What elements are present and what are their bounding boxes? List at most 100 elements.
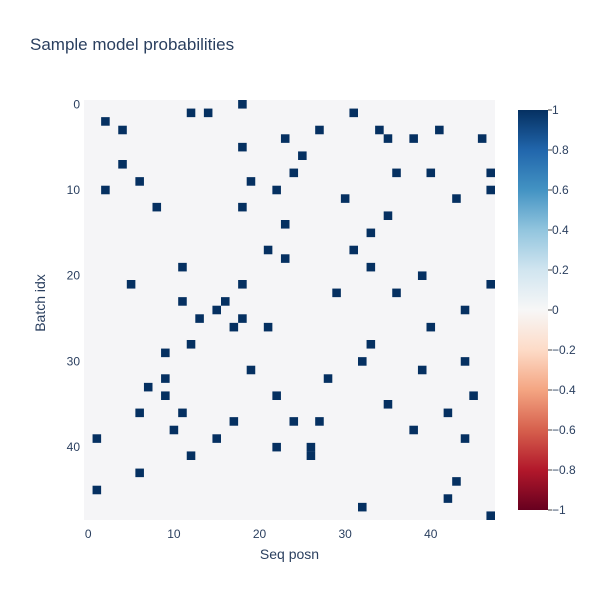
heatmap-cell [238, 280, 247, 289]
y-tick-label: 10 [67, 183, 81, 197]
heatmap-cell [358, 502, 367, 512]
colorbar-ticks: 1 0.8 0.6 0.4 0.2 0 −0.2 −0.4 −0.6 −0.8 −1 [548, 103, 576, 517]
y-tick-label: 20 [67, 269, 81, 283]
heatmap-cell [366, 340, 376, 349]
heatmap-cell [409, 425, 418, 435]
heatmap-cell [229, 417, 239, 426]
heatmap-cell [315, 417, 324, 426]
heatmap-cell [263, 322, 273, 332]
heatmap-cell [486, 511, 495, 520]
heatmap-cell [169, 425, 179, 435]
heatmap-cell [272, 185, 281, 195]
heatmap-cell [443, 494, 453, 503]
heatmap-cell [443, 408, 453, 418]
heatmap-cell [323, 374, 333, 383]
heatmap-cells [92, 100, 495, 520]
heatmap-cell [263, 245, 273, 255]
heatmap-cell [178, 262, 187, 272]
colorbar [518, 110, 548, 510]
heatmap-cell [280, 134, 290, 143]
heatmap-cell [417, 365, 427, 375]
heatmap-cell [417, 271, 427, 280]
heatmap-cell [92, 485, 102, 495]
colorbar-tick-label: −0.8 [552, 463, 576, 477]
heatmap-cell [289, 168, 299, 178]
heatmap-cell [426, 168, 436, 178]
heatmap-cell [477, 134, 487, 143]
heatmap-cell [143, 382, 153, 392]
heatmap-cell [186, 340, 196, 349]
heatmap-cell [161, 348, 170, 358]
heatmap-cell [298, 151, 307, 160]
heatmap-cell [289, 417, 299, 426]
heatmap-cell [212, 305, 221, 315]
heatmap-cell [178, 297, 187, 306]
heatmap-cell [186, 108, 196, 118]
colorbar-tick-label: 0.4 [552, 223, 569, 237]
heatmap-cell [161, 374, 170, 383]
heatmap-cell [118, 160, 127, 169]
heatmap-cell [452, 194, 461, 203]
heatmap-cell [272, 442, 281, 452]
heatmap-cell [460, 434, 470, 443]
heatmap-cell [203, 108, 213, 118]
heatmap-cell [375, 125, 384, 135]
colorbar-tick-label: 0 [552, 303, 559, 317]
heatmap-cell [469, 391, 478, 400]
heatmap-cell [272, 391, 281, 400]
heatmap-cell [118, 125, 127, 135]
x-tick-label: 20 [253, 527, 267, 541]
x-axis-ticks: 0 10 20 30 40 [85, 527, 438, 541]
colorbar-tick-label: −0.4 [552, 383, 576, 397]
y-tick-label: 40 [67, 440, 81, 454]
heatmap-cell [161, 391, 170, 400]
colorbar-tick-label: 0.2 [552, 263, 569, 277]
heatmap-cell [486, 185, 495, 195]
heatmap-cell [409, 134, 418, 143]
heatmap-cell [383, 400, 393, 409]
heatmap-cell [315, 125, 324, 135]
y-tick-label: 30 [67, 354, 81, 368]
x-tick-label: 10 [167, 527, 181, 541]
heatmap-cell [212, 434, 221, 443]
heatmap-cell [358, 357, 367, 366]
y-axis-ticks: 0 10 20 30 40 [67, 97, 81, 454]
heatmap-cell [101, 185, 110, 195]
heatmap-cell [238, 100, 247, 109]
heatmap-cell [332, 288, 341, 298]
colorbar-tick-label: 0.8 [552, 143, 569, 157]
heatmap-cell [280, 220, 290, 229]
heatmap-cell [349, 108, 358, 118]
y-tick-label: 0 [73, 97, 80, 111]
heatmap-cell [186, 451, 196, 460]
colorbar-tick-label: −1 [552, 503, 566, 517]
heatmap-cell [306, 451, 316, 460]
heatmap-cell [366, 262, 376, 272]
x-tick-label: 0 [85, 527, 92, 541]
heatmap-cell [392, 288, 401, 298]
heatmap-cell [486, 168, 495, 178]
heatmap-cell [195, 314, 204, 323]
heatmap-cell [135, 468, 144, 478]
heatmap-cell [238, 142, 247, 152]
colorbar-tick-label: −0.2 [552, 343, 576, 357]
heatmap-cell [238, 314, 247, 323]
x-tick-label: 30 [338, 527, 352, 541]
heatmap-cell [383, 211, 393, 220]
heatmap-cell [246, 365, 256, 375]
heatmap-cell [392, 168, 401, 178]
heatmap-cell [135, 177, 144, 186]
heatmap-cell [221, 297, 230, 306]
x-tick-label: 40 [424, 527, 438, 541]
heatmap-cell [246, 177, 256, 186]
heatmap-cell [280, 254, 290, 263]
heatmap-cell [460, 305, 470, 315]
heatmap-cell [135, 408, 144, 418]
heatmap-cell [460, 357, 470, 366]
heatmap-cell [452, 477, 461, 486]
heatmap-cell [101, 117, 110, 126]
heatmap-cell [152, 202, 162, 212]
heatmap-cell [486, 280, 495, 289]
heatmap-cell [349, 245, 358, 255]
